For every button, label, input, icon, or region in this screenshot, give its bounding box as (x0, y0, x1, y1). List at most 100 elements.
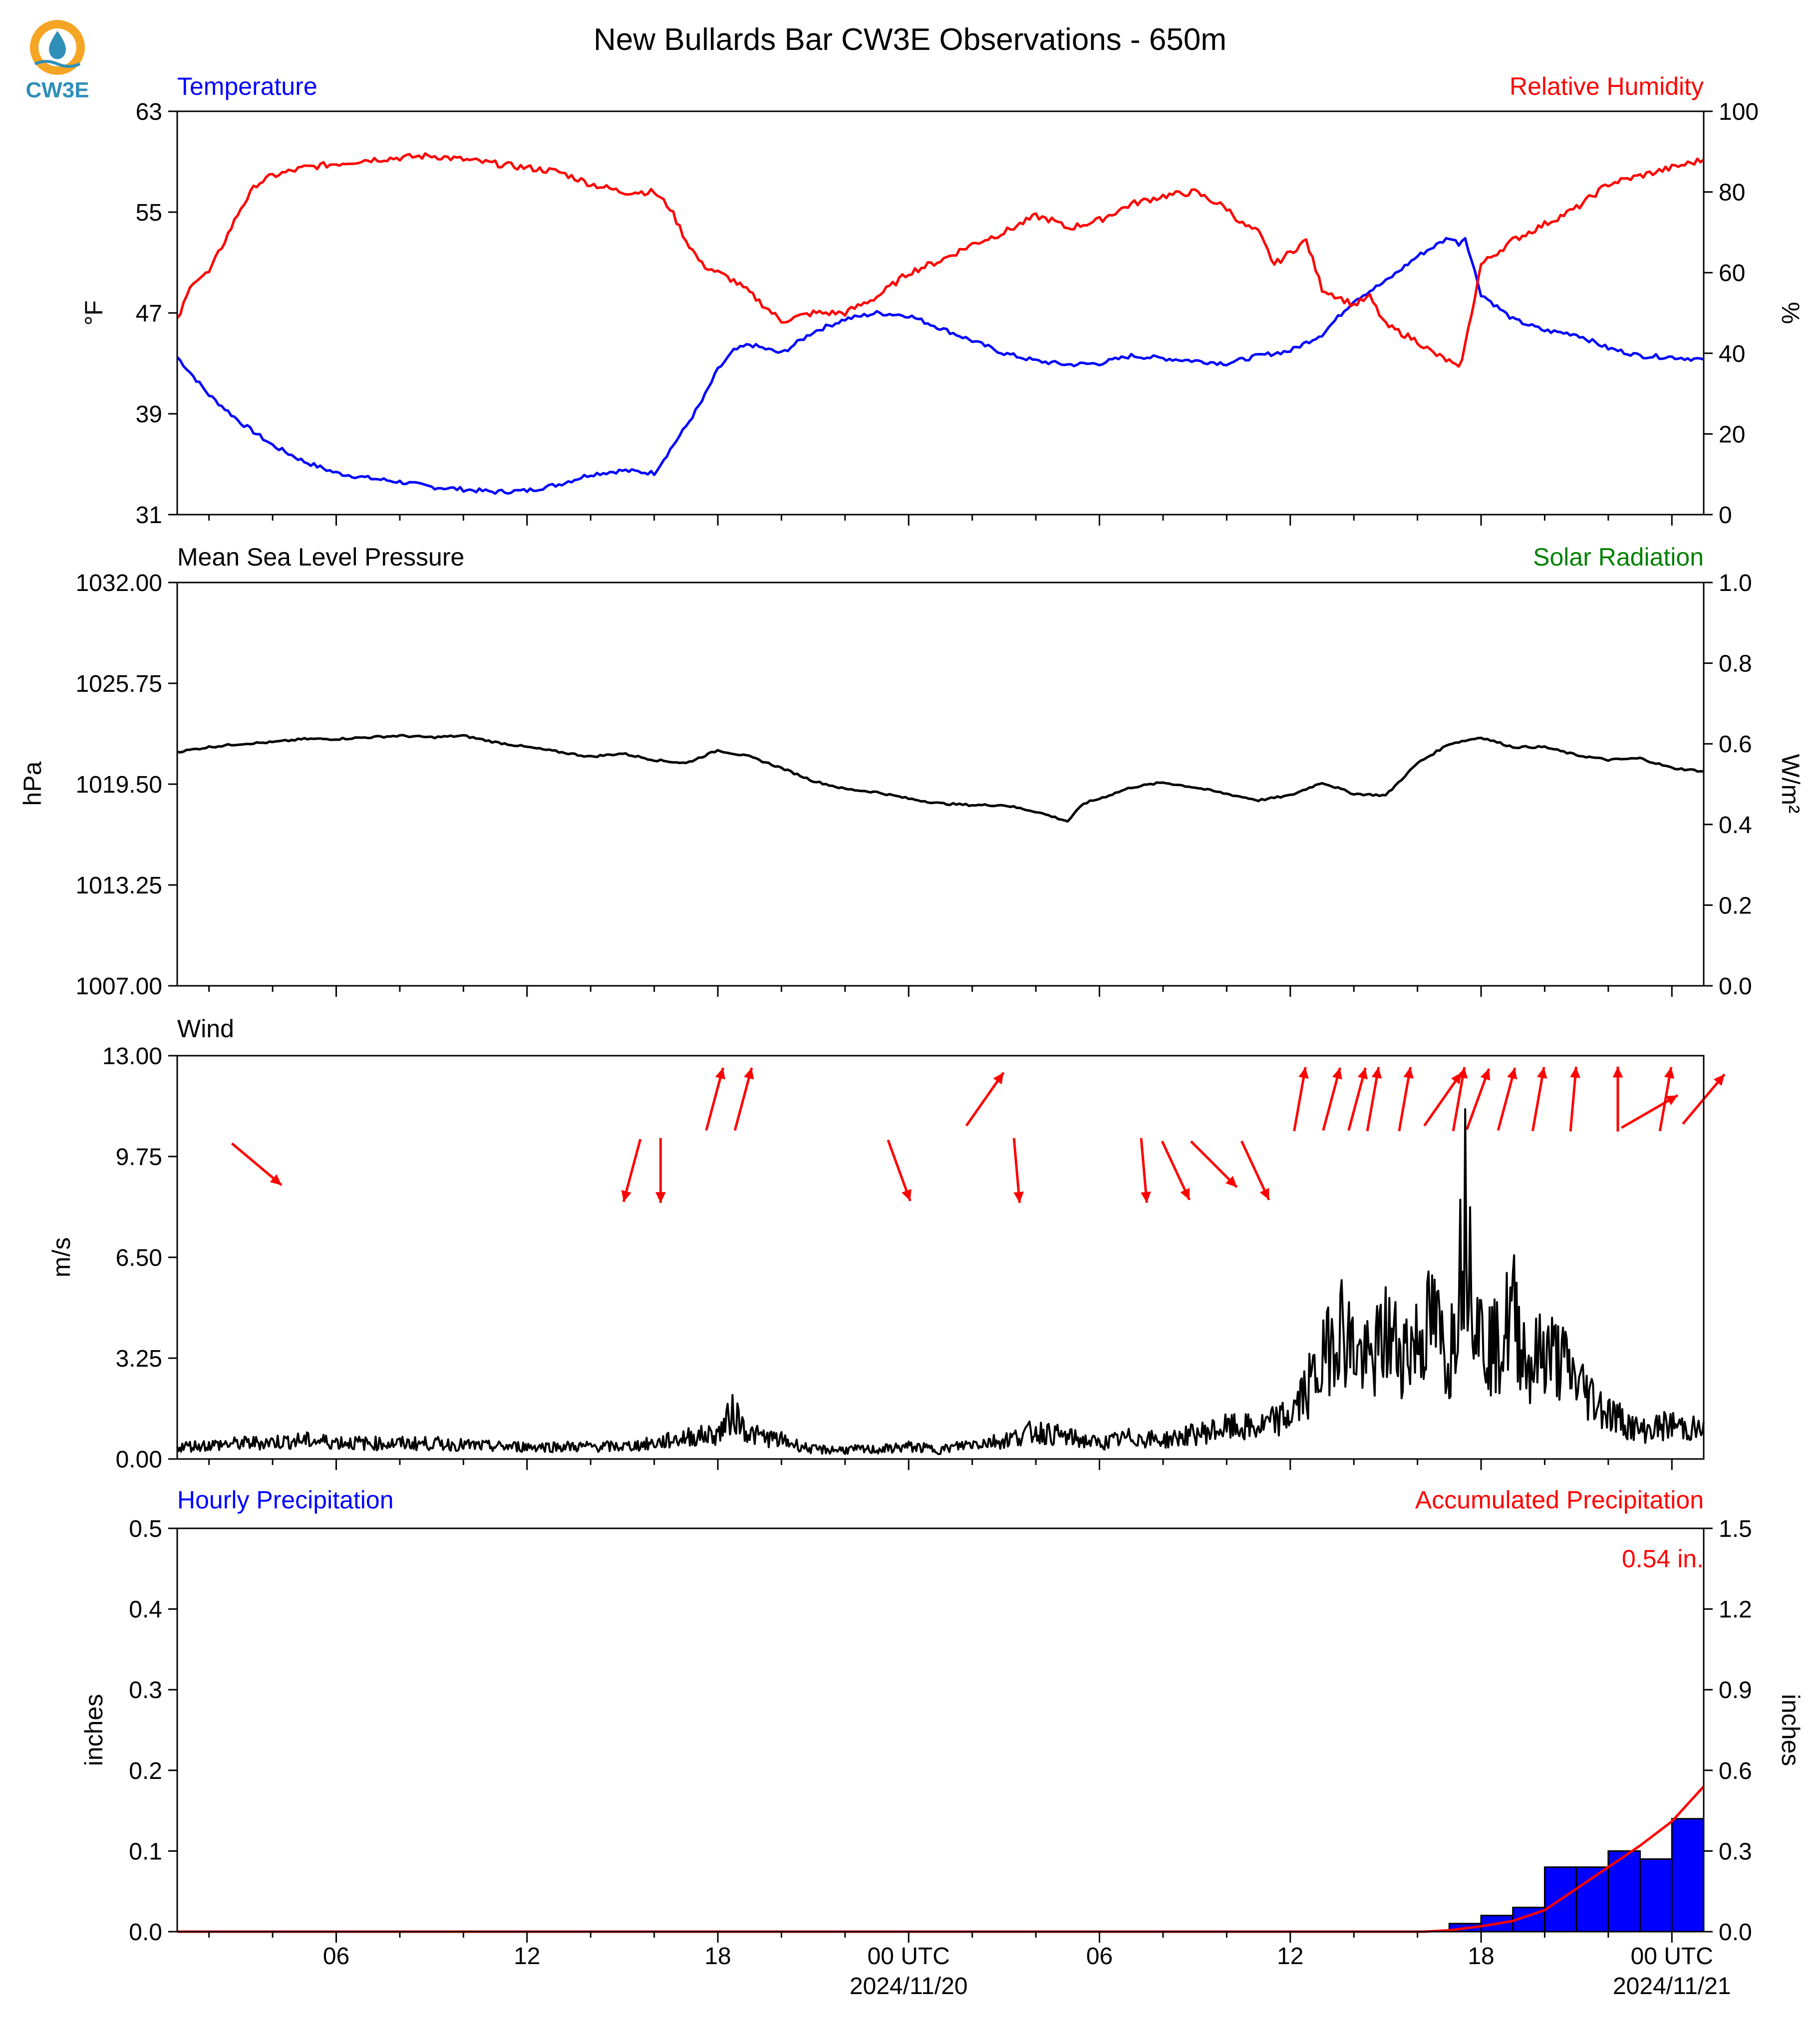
wind-speed-line (176, 1108, 1705, 1455)
y-tick-label: 0.3 (1719, 1838, 1752, 1865)
precip-bar (1639, 1858, 1673, 1933)
x-tick-label: 06 (1086, 1943, 1113, 1970)
y-tick-label: 0.4 (129, 1597, 162, 1623)
temperature-ylabel: °F (80, 300, 108, 326)
solar-ylabel: W/m² (1777, 754, 1805, 813)
y-tick-label: 55 (136, 200, 162, 226)
wind-arrow (1140, 1138, 1148, 1203)
y-tick-label: 1032.00 (75, 570, 162, 596)
temperature-plot-frame (176, 110, 1705, 516)
wind-arrow-head (270, 1174, 282, 1185)
wind-arrow-head (1612, 1067, 1623, 1078)
y-tick-label: 31 (136, 502, 162, 529)
y-tick-label: 0.00 (116, 1447, 162, 1473)
y-tick-label: 100 (1719, 99, 1759, 125)
wind-arrow (1452, 1067, 1466, 1132)
wind-arrow (1621, 1094, 1679, 1129)
y-tick-label: 0.0 (129, 1919, 162, 1946)
relative-humidity-title: Relative Humidity (1510, 72, 1704, 100)
wind-arrow-head (1013, 1191, 1024, 1203)
y-tick-label: 1025.75 (75, 671, 162, 697)
wind-arrow (887, 1140, 911, 1201)
y-tick-label: 9.75 (116, 1144, 162, 1170)
accumulated-precip-tick-labels: 0.0 0.3 0.6 0.9 1.2 1.5 (1704, 1516, 1752, 1946)
y-tick-label: 47 (136, 300, 162, 327)
y-tick-label: 1.5 (1719, 1516, 1752, 1542)
wind-arrow-head (1457, 1067, 1468, 1079)
x-tick-label: 12 (1277, 1943, 1303, 1970)
wind-arrow-head (1332, 1068, 1342, 1080)
wind-arrow-head (1664, 1067, 1675, 1079)
temperature-line (176, 237, 1704, 495)
y-tick-label: 1.2 (1719, 1597, 1752, 1623)
wind-arrow-head (1570, 1067, 1580, 1078)
panel-pressure: Mean Sea Level Pressure Solar Radiation … (18, 543, 1805, 1000)
y-tick-label: 0.8 (1719, 651, 1752, 677)
wind-arrow-head (1298, 1067, 1309, 1079)
y-tick-label: 20 (1719, 421, 1745, 448)
wind-arrow (1531, 1067, 1545, 1132)
wind-arrow-head (1666, 1095, 1678, 1106)
accumulated-precip-ylabel: inches (1777, 1694, 1805, 1766)
y-tick-label: 0.4 (1719, 812, 1752, 839)
y-tick-label: 39 (136, 401, 162, 428)
wind-arrow (1322, 1067, 1341, 1131)
hourly-precip-ylabel: inches (80, 1694, 108, 1766)
y-tick-label: 0.3 (129, 1677, 162, 1704)
wind-arrow (1161, 1141, 1191, 1200)
wind-arrow (1497, 1067, 1517, 1131)
y-tick-label: 1.0 (1719, 570, 1752, 596)
y-tick-label: 0.2 (1719, 892, 1752, 919)
y-tick-label: 0.0 (1719, 973, 1752, 1000)
wind-arrow-head (1357, 1068, 1368, 1080)
accumulated-precip-title: Accumulated Precipitation (1415, 1486, 1704, 1514)
precipitation-bars-and-line (177, 1785, 1705, 1933)
precip-total-label: 0.54 in. (1622, 1545, 1704, 1573)
x-tick-label: 12 (514, 1943, 540, 1970)
y-tick-label: 0.5 (129, 1516, 162, 1542)
wind-arrow (1293, 1067, 1307, 1132)
x-tick-label: 18 (704, 1943, 731, 1970)
accumulated-precip-line (177, 1785, 1705, 1933)
y-tick-label: 6.50 (116, 1245, 162, 1271)
wind-arrow-head (1259, 1187, 1269, 1200)
wind-tick-labels: 0.00 3.25 6.50 9.75 13.00 (102, 1043, 177, 1473)
wind-arrow-head (1507, 1068, 1517, 1080)
wind-speed-line (176, 1108, 1705, 1455)
wind-direction-arrows (231, 1067, 1726, 1203)
wind-arrow-head (1225, 1175, 1237, 1187)
y-tick-label: 1007.00 (75, 973, 162, 1000)
pressure-tick-labels: 1007.00 1013.25 1019.50 1025.75 1032.00 (75, 570, 177, 1000)
y-tick-label: 0.2 (129, 1758, 162, 1784)
cw3e-logo: CW3E (25, 20, 89, 102)
wind-arrow (231, 1142, 283, 1186)
precip-bar (1671, 1818, 1705, 1933)
temperature-tick-labels: 31 39 47 55 63 (136, 99, 177, 529)
hourly-precip-tick-labels: 0.0 0.1 0.2 0.3 0.4 0.5 (129, 1516, 177, 1946)
y-tick-label: 1019.50 (75, 772, 162, 798)
x-date-label: 2024/11/21 (1613, 1973, 1731, 2000)
y-tick-label: 0.6 (1719, 1758, 1752, 1784)
x-date-label: 2024/11/20 (850, 1973, 968, 2000)
relative-humidity-line (176, 152, 1705, 368)
y-tick-label: 63 (136, 99, 162, 125)
x-tick-label: 00 UTC (1631, 1943, 1713, 1970)
pressure-ylabel: hPa (18, 761, 46, 806)
wind-arrow (1466, 1068, 1491, 1130)
humidity-tick-labels: 0 20 40 60 80 100 (1704, 99, 1759, 529)
wind-arrow (1569, 1067, 1577, 1132)
wind-arrow-head (1713, 1074, 1725, 1086)
wind-arrow (1347, 1067, 1367, 1131)
wind-arrow-head (1480, 1068, 1491, 1081)
wind-arrow (1190, 1140, 1238, 1188)
wind-arrow (733, 1067, 753, 1131)
x-tick-label: 06 (323, 1943, 349, 1970)
precip-plot-frame (176, 1527, 1705, 1933)
solar-tick-labels: 0.0 0.2 0.4 0.6 0.8 1.0 (1704, 570, 1752, 1000)
wind-arrow-head (1536, 1067, 1547, 1079)
wind-arrow (705, 1067, 724, 1131)
y-tick-label: 0.1 (129, 1838, 162, 1865)
wind-arrow (1423, 1072, 1463, 1127)
temperature-title: Temperature (177, 72, 317, 100)
